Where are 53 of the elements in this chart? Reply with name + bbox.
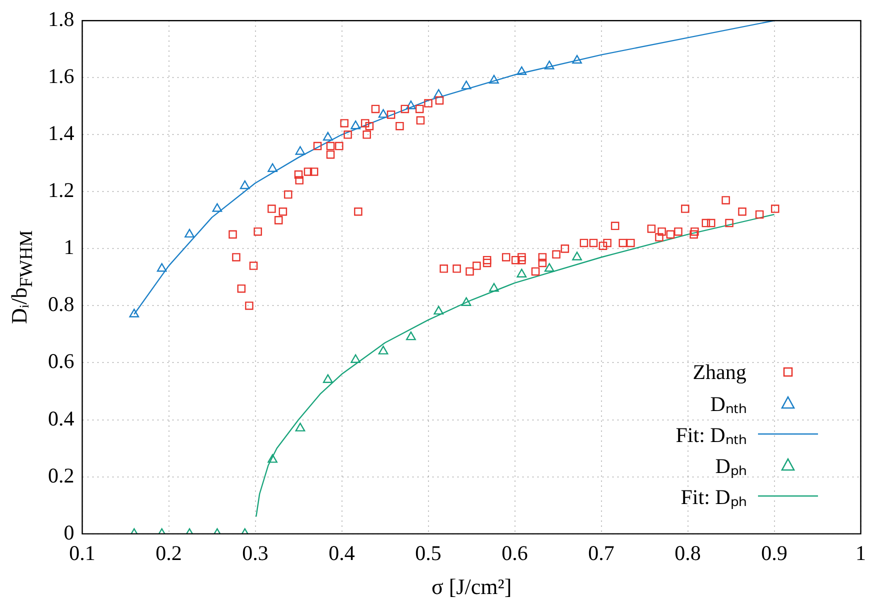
point <box>156 263 167 272</box>
point <box>489 74 499 84</box>
point <box>129 308 140 318</box>
y-tick-label: 1.6 <box>48 64 74 88</box>
point <box>240 180 250 190</box>
point <box>322 132 333 141</box>
x-axis-title: σ [J/cm²] <box>432 574 512 600</box>
x-tick-label: 0.9 <box>761 540 788 565</box>
legend-label: Fit: Dₚₕ <box>680 484 746 510</box>
point <box>268 454 278 463</box>
legend-label: Dₚₕ <box>715 453 746 480</box>
y-tick-label: 0.8 <box>48 292 74 316</box>
y-tick-label: 1.4 <box>48 121 75 146</box>
point <box>322 374 333 383</box>
point <box>295 146 306 155</box>
point <box>489 283 499 292</box>
y-tick-label: 0.4 <box>48 406 75 430</box>
x-tick-label: 0.8 <box>674 540 701 565</box>
y-tick-label: 0.6 <box>48 349 74 374</box>
x-tick-label: 0.6 <box>502 540 528 565</box>
legend-label: Zhang <box>692 360 746 385</box>
x-tick-label: 0.4 <box>328 540 356 565</box>
y-tick-label: 1.8 <box>48 7 74 32</box>
point <box>516 66 527 76</box>
y-tick-label: 1 <box>64 235 74 260</box>
x-tick-label: 0.2 <box>156 540 182 565</box>
point <box>350 120 361 130</box>
point <box>544 60 554 70</box>
point <box>268 163 278 172</box>
point <box>516 268 527 278</box>
point <box>572 252 582 260</box>
point <box>461 297 472 306</box>
y-tick-label: 1.2 <box>48 178 74 202</box>
point <box>461 80 472 90</box>
x-tick-label: 1 <box>856 540 866 565</box>
point <box>184 228 194 238</box>
point <box>406 331 416 340</box>
point <box>378 346 388 354</box>
legend-label: Dₙₜₕ <box>710 391 746 418</box>
point <box>212 203 222 212</box>
x-tick-label: 0.3 <box>242 540 268 565</box>
legend-label: Fit: Dₙₜₕ <box>676 422 746 448</box>
point <box>350 354 361 363</box>
point <box>572 54 582 64</box>
point <box>434 89 444 98</box>
point <box>406 100 416 110</box>
point <box>295 422 306 432</box>
point <box>544 263 554 272</box>
y-tick-label: 0.2 <box>48 463 74 488</box>
x-tick-label: 0.5 <box>415 540 442 565</box>
point <box>434 306 444 315</box>
point <box>378 109 388 118</box>
x-tick-label: 0.7 <box>588 540 614 565</box>
